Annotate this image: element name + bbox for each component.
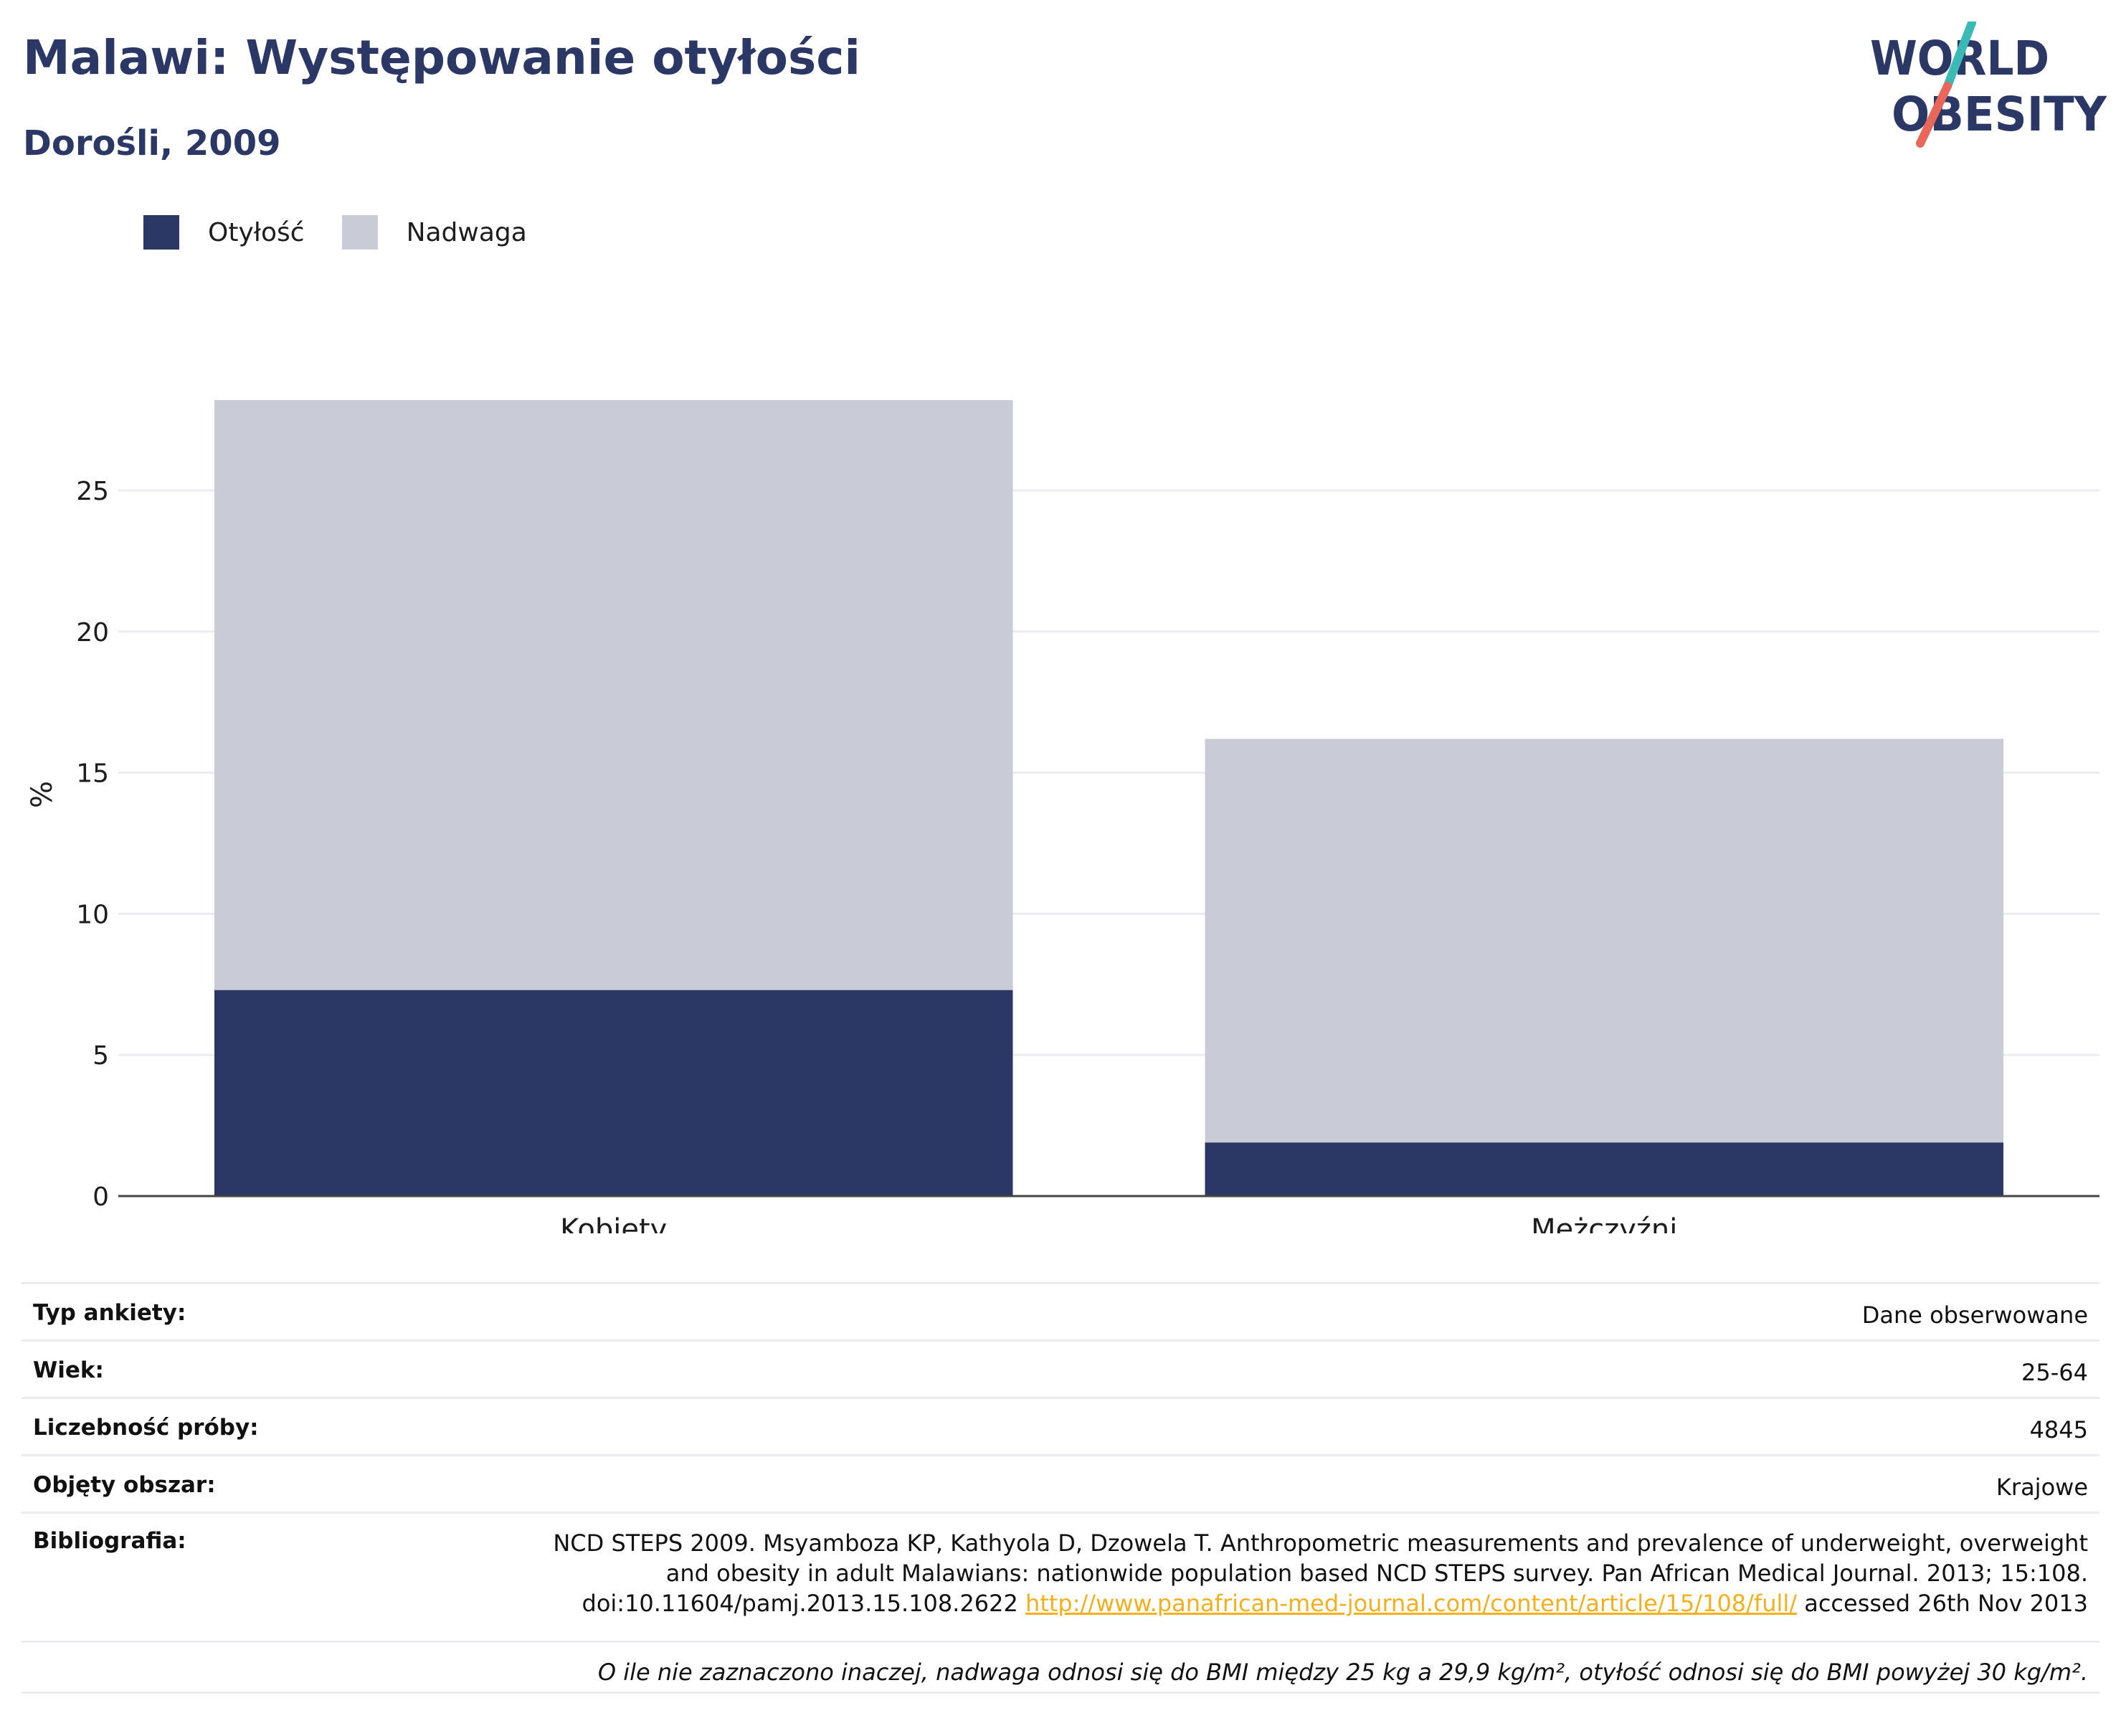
info-row-bibliography: Bibliografia: NCD STEPS 2009. Msyamboza … <box>22 1512 2099 1633</box>
legend-swatch-obesity <box>143 215 179 250</box>
y-tick-label: 15 <box>76 759 109 789</box>
survey-info-table: Typ ankiety: Dane obserwowane Wiek: 25-6… <box>22 1282 2099 1633</box>
y-tick-label: 20 <box>76 618 109 648</box>
stacked-bar-chart: 0 5 10 15 20 25% Kobiety Mężczyźni <box>26 400 2099 1233</box>
legend-label-overweight: Nadwaga <box>406 217 527 247</box>
y-tick-label: 10 <box>76 900 109 929</box>
info-label: Typ ankiety: <box>33 1300 186 1326</box>
info-value: 25-64 <box>2021 1359 2088 1386</box>
bar-overweight-1 <box>1205 739 2003 1143</box>
info-row-sample-size: Liczebność próby: 4845 <box>22 1398 2099 1456</box>
bibliography-doi: doi:10.11604/pamj.2013.15.108.2622 <box>582 1590 1018 1617</box>
legend-label-obesity: Otyłość <box>208 217 305 247</box>
bibliography-line3: doi:10.11604/pamj.2013.15.108.2622 http:… <box>357 1588 2089 1618</box>
world-obesity-logo: WORLD OBESITY <box>1870 22 2107 148</box>
y-tick-label: 0 <box>92 1182 109 1212</box>
info-label: Bibliografia: <box>33 1528 186 1554</box>
bibliography-link[interactable]: http://www.panafrican-med-journal.com/co… <box>1025 1590 1798 1617</box>
page-title: Malawi: Występowanie otyłości <box>23 30 860 85</box>
info-label: Objęty obszar: <box>33 1472 216 1498</box>
bibliography-accessed: accessed 26th Nov 2013 <box>1804 1590 2088 1617</box>
y-tick-label: 5 <box>92 1041 109 1071</box>
legend-item-obesity[interactable]: Otyłość <box>143 215 305 250</box>
info-row-area: Objęty obszar: Krajowe <box>22 1455 2099 1513</box>
bar-obesity-1 <box>1205 1142 2003 1196</box>
bar-overweight-0 <box>214 400 1013 990</box>
info-value: Dane obserwowane <box>1861 1301 2088 1329</box>
legend-item-overweight[interactable]: Nadwaga <box>341 215 527 250</box>
info-label: Liczebność próby: <box>33 1415 259 1441</box>
info-row-survey-type: Typ ankiety: Dane obserwowane <box>22 1283 2099 1341</box>
chart-legend: Otyłość Nadwaga <box>143 214 564 251</box>
bibliography-line1: NCD STEPS 2009. Msyamboza KP, Kathyola D… <box>553 1529 2088 1557</box>
bar-obesity-0 <box>214 990 1013 1196</box>
info-label: Wiek: <box>33 1357 104 1383</box>
y-tick-label: 25 <box>76 477 109 506</box>
page-subtitle: Dorośli, 2009 <box>23 123 281 163</box>
footnote: O ile nie zaznaczono inaczej, nadwaga od… <box>22 1641 2099 1694</box>
y-axis-label: % <box>26 781 59 808</box>
bibliography-line2: and obesity in adult Malawians: nationwi… <box>665 1560 2088 1587</box>
x-category-label: Kobiety <box>560 1213 667 1233</box>
bibliography-text: NCD STEPS 2009. Msyamboza KP, Kathyola D… <box>346 1513 2099 1633</box>
info-value: Krajowe <box>1996 1474 2088 1501</box>
info-value: 4845 <box>2029 1416 2088 1443</box>
info-row-age: Wiek: 25-64 <box>22 1340 2099 1398</box>
x-category-label: Mężczyźni <box>1531 1213 1677 1233</box>
legend-swatch-overweight <box>341 215 378 250</box>
